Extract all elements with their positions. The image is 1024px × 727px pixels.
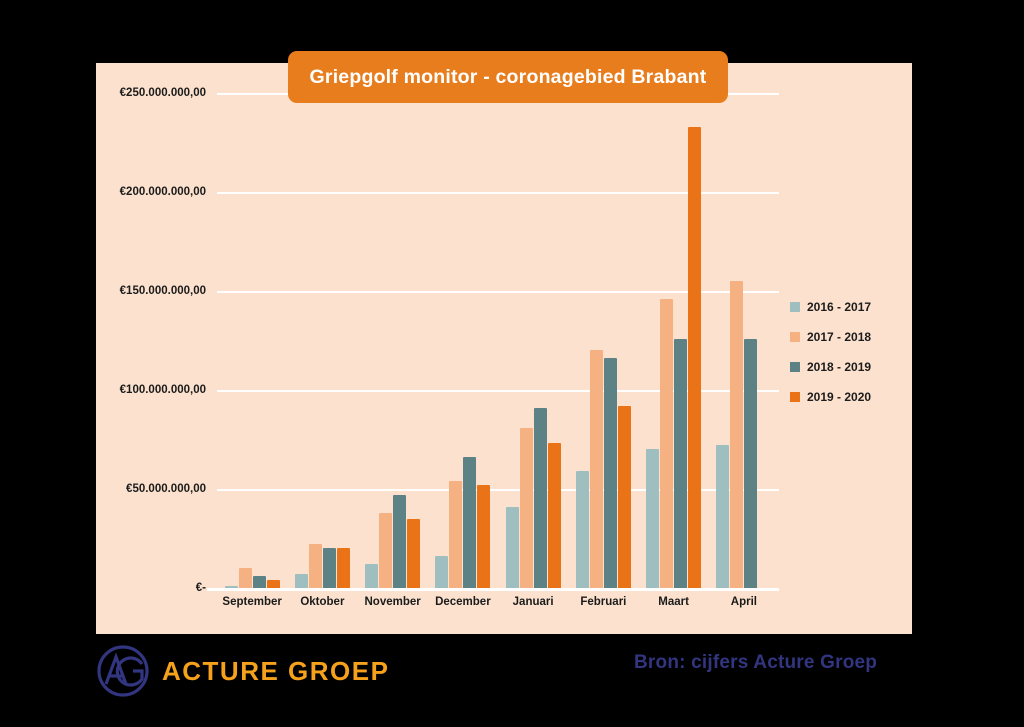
- bar[interactable]: [224, 586, 238, 588]
- bar[interactable]: [716, 445, 730, 588]
- x-axis-tick-label: September: [222, 596, 282, 608]
- bar[interactable]: [589, 350, 603, 588]
- legend-item[interactable]: 2018 - 2019: [790, 360, 871, 374]
- bar-group: [428, 93, 498, 588]
- logo-wordmark: ACTURE GROEP: [162, 655, 390, 686]
- bar[interactable]: [730, 281, 744, 588]
- legend-swatch-icon: [790, 302, 800, 312]
- gridline: [217, 390, 779, 392]
- acture-groep-logo: ACTURE GROEP: [96, 644, 389, 698]
- bar-group: [287, 93, 357, 588]
- bar[interactable]: [505, 506, 519, 588]
- bar[interactable]: [674, 338, 688, 588]
- bar[interactable]: [533, 407, 547, 588]
- y-axis: €250.000.000,00 €200.000.000,00 €150.000.0…: [46, 87, 206, 594]
- plot-area: [207, 93, 779, 591]
- x-axis-tick-label: Oktober: [300, 596, 345, 608]
- x-axis-tick-label: Maart: [658, 596, 689, 608]
- footer-bar: [0, 634, 1024, 727]
- bar[interactable]: [449, 481, 463, 588]
- bar[interactable]: [463, 457, 477, 588]
- gridline: [217, 291, 779, 293]
- bar[interactable]: [744, 338, 758, 588]
- legend-label: 2016 - 2017: [807, 300, 872, 314]
- bar-group: [358, 93, 428, 588]
- bar[interactable]: [294, 574, 308, 588]
- bar[interactable]: [603, 358, 617, 588]
- gridline: [217, 192, 779, 194]
- x-axis-tick-label: November: [364, 596, 421, 608]
- bar[interactable]: [575, 471, 589, 588]
- legend-swatch-icon: [790, 362, 800, 372]
- y-axis-tick-label: €50.000.000,00: [126, 483, 206, 495]
- bar[interactable]: [660, 298, 674, 588]
- bar-group: [498, 93, 568, 588]
- bar-groups: [217, 93, 779, 588]
- bar[interactable]: [547, 443, 561, 588]
- bar[interactable]: [365, 564, 379, 588]
- x-axis-tick-label: Februari: [580, 596, 627, 608]
- y-axis-tick-label: €150.000.000,00: [119, 285, 206, 297]
- chart-title-pill: Griepgolf monitor - coronagebied Brabant: [288, 51, 728, 103]
- bar-group: [639, 93, 709, 588]
- bar[interactable]: [322, 548, 336, 588]
- bar-group: [709, 93, 779, 588]
- page-title: Griepgolf monitor - coronagebied Brabant: [309, 65, 707, 88]
- chart-legend: 2016 - 2017 2017 - 2018 2018 - 2019 2019 - …: [790, 300, 871, 404]
- acture-ag-monogram-icon: [96, 644, 150, 698]
- legend-item[interactable]: 2019 - 2020: [790, 390, 871, 404]
- bar[interactable]: [519, 427, 533, 588]
- legend-swatch-icon: [790, 392, 800, 402]
- bar[interactable]: [308, 544, 322, 588]
- source-note: Bron: cijfers Acture Groep: [634, 652, 878, 673]
- bar[interactable]: [266, 580, 280, 588]
- legend-swatch-icon: [790, 332, 800, 342]
- bar[interactable]: [393, 494, 407, 588]
- y-axis-tick-label: €100.000.000,00: [119, 384, 206, 396]
- bar[interactable]: [646, 449, 660, 588]
- bar[interactable]: [477, 485, 491, 588]
- bar[interactable]: [252, 576, 266, 588]
- gridline: [217, 489, 779, 491]
- bar[interactable]: [407, 518, 421, 588]
- bar[interactable]: [336, 548, 350, 588]
- legend-item[interactable]: 2016 - 2017: [790, 300, 871, 314]
- bar[interactable]: [688, 126, 702, 588]
- y-axis-tick-label: €250.000.000,00: [119, 87, 206, 99]
- bar[interactable]: [379, 512, 393, 588]
- x-axis: September Oktober November December Januari F…: [217, 596, 779, 608]
- y-axis-tick-label: €200.000.000,00: [119, 186, 206, 198]
- legend-label: 2019 - 2020: [807, 390, 872, 404]
- y-axis-tick-label: €-: [195, 582, 206, 594]
- legend-label: 2017 - 2018: [807, 330, 872, 344]
- x-axis-tick-label: April: [730, 596, 757, 608]
- bar[interactable]: [617, 405, 631, 588]
- bar[interactable]: [435, 556, 449, 588]
- bar-group: [568, 93, 638, 588]
- axis-baseline: [207, 588, 779, 591]
- legend-item[interactable]: 2017 - 2018: [790, 330, 871, 344]
- x-axis-tick-label: December: [435, 596, 491, 608]
- bar-group: [217, 93, 287, 588]
- bar[interactable]: [238, 568, 252, 588]
- x-axis-tick-label: Januari: [512, 596, 554, 608]
- legend-label: 2018 - 2019: [807, 360, 872, 374]
- chart-canvas: [96, 63, 912, 634]
